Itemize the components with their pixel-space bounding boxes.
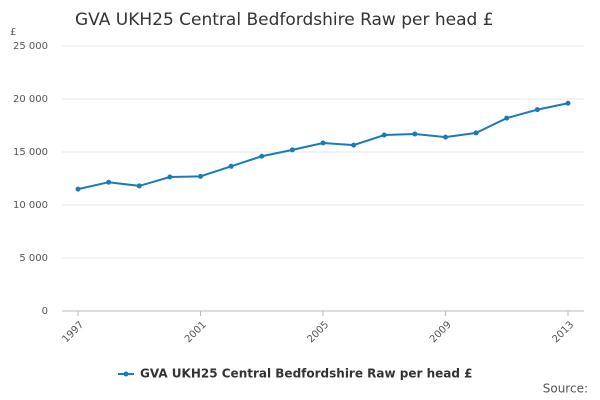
x-tick-label: 2005 xyxy=(305,319,331,345)
y-axis-label: £ xyxy=(10,27,16,38)
y-tick-label: 20 000 xyxy=(13,94,48,105)
point xyxy=(167,174,173,180)
point xyxy=(351,142,357,148)
x-tick-label: 1997 xyxy=(60,319,86,345)
chart-title: GVA UKH25 Central Bedfordshire Raw per h… xyxy=(75,10,494,30)
point xyxy=(534,107,540,113)
legend-label: GVA UKH25 Central Bedfordshire Raw per h… xyxy=(140,367,472,381)
point xyxy=(412,131,418,137)
point xyxy=(259,153,265,159)
point xyxy=(75,186,81,192)
x-tick-label: 2001 xyxy=(183,319,209,345)
point xyxy=(473,130,479,136)
x-tick-label: 2013 xyxy=(550,319,576,345)
legend-marker xyxy=(123,371,129,377)
point xyxy=(136,183,142,189)
y-tick-label: 0 xyxy=(42,306,48,317)
line xyxy=(77,102,569,191)
point xyxy=(320,140,326,146)
x-tick-label: 2009 xyxy=(428,319,454,345)
point xyxy=(106,179,112,185)
point xyxy=(228,163,234,169)
point xyxy=(198,173,203,179)
point xyxy=(565,100,571,106)
y-tick-label: 15 000 xyxy=(13,147,48,158)
y-tick-label: 25 000 xyxy=(13,41,48,52)
y-tick-label: 5 000 xyxy=(19,253,48,264)
point xyxy=(289,147,295,153)
source: Source: xyxy=(543,382,588,396)
y-tick-label: 10 000 xyxy=(13,200,48,211)
point xyxy=(381,132,387,138)
point xyxy=(504,115,510,121)
point xyxy=(443,134,448,140)
